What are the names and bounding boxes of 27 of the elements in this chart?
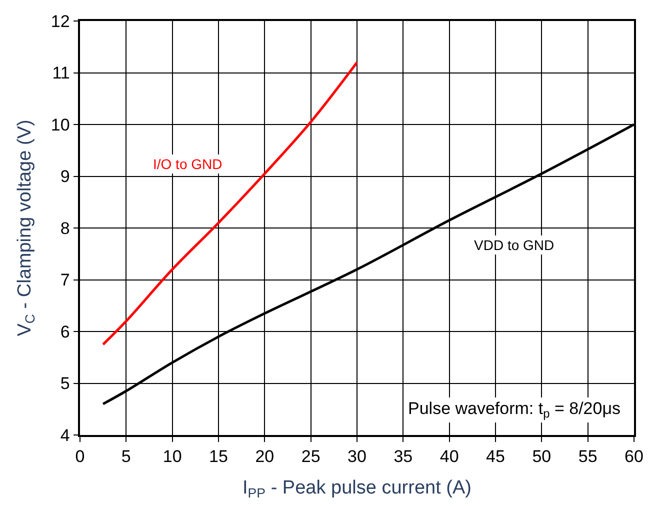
x-axis-title: I$_{PP}$ - Peak pulse current (A) (242, 477, 472, 500)
line-series (102, 61, 358, 346)
y-tick-label: 8 (60, 218, 70, 238)
x-tick-label: 55 (578, 447, 598, 466)
y-tick-label: 9 (60, 167, 70, 186)
x-tick-label: 60 (624, 447, 644, 466)
series-label: VDD to GND (474, 237, 554, 253)
y-tick-label: 11 (52, 64, 70, 83)
x-tick-label: 0 (75, 447, 85, 466)
y-tick-label: 7 (60, 270, 70, 290)
x-tick-label: 40 (440, 447, 459, 466)
x-tick-label: 20 (255, 447, 274, 466)
x-tick-label: 45 (486, 447, 505, 466)
x-tick-label: 15 (209, 447, 228, 466)
x-tick-label: 30 (348, 447, 366, 466)
x-tick-label: 10 (162, 447, 182, 466)
y-tick-label: 5 (60, 374, 70, 394)
x-tick-label: 50 (532, 447, 552, 466)
y-tick-label: 12 (50, 12, 70, 31)
text: I/O to GND (153, 156, 222, 172)
y-tick-label: 10 (50, 115, 70, 134)
x-tick-label: 35 (394, 447, 413, 466)
x-tick-label: 5 (121, 447, 131, 466)
y-tick-label: 4 (60, 426, 70, 445)
y-tick-label: 6 (60, 322, 70, 342)
x-tick-label: 25 (301, 447, 320, 466)
annotation: Pulse waveform: t$_{p}$ = 8/20μs (408, 399, 620, 421)
